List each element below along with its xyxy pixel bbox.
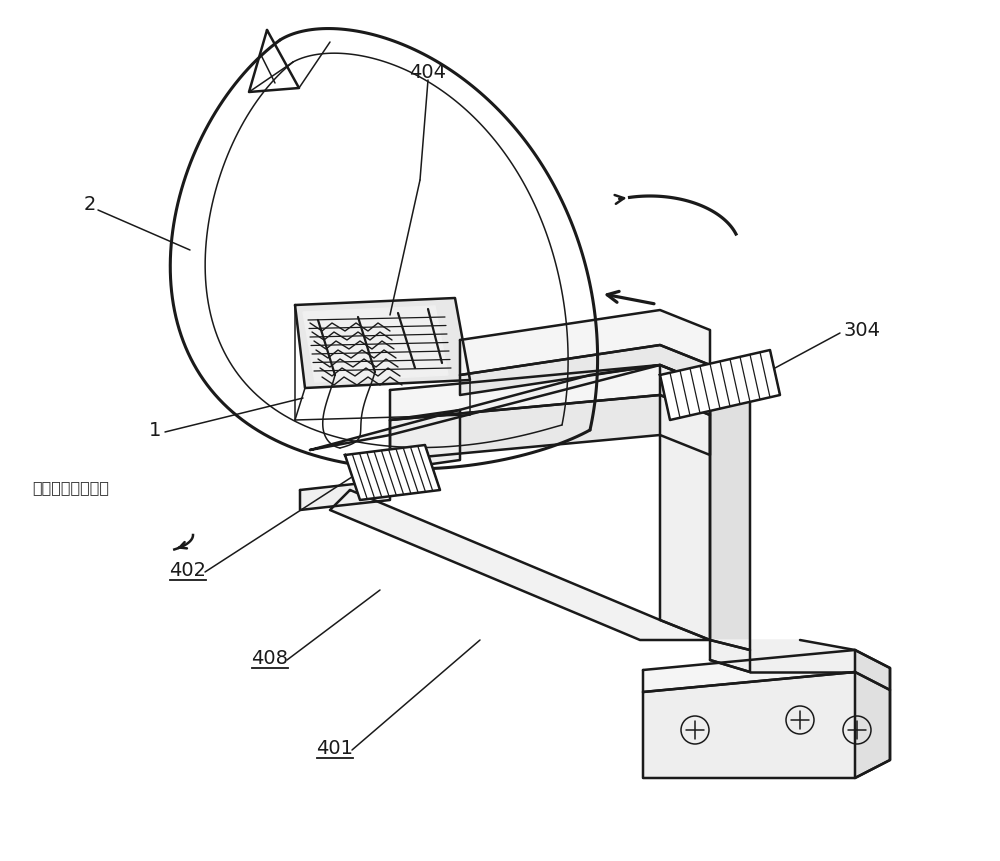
Polygon shape [345,445,440,500]
Polygon shape [710,640,750,672]
Polygon shape [300,480,390,510]
Polygon shape [303,306,448,382]
Polygon shape [710,640,855,672]
Polygon shape [390,395,710,460]
Text: 402: 402 [170,561,207,579]
Polygon shape [660,350,780,420]
Polygon shape [390,410,460,470]
Polygon shape [660,365,710,640]
Text: 304: 304 [844,320,881,339]
Polygon shape [249,30,299,92]
Text: 1: 1 [149,420,161,439]
Polygon shape [643,650,890,692]
Polygon shape [710,385,750,650]
Text: 404: 404 [410,63,446,82]
Text: 2: 2 [84,195,96,214]
Polygon shape [330,490,710,640]
Polygon shape [390,365,710,420]
Text: 401: 401 [316,739,354,758]
Polygon shape [460,310,710,375]
Polygon shape [295,298,470,388]
Text: 工具阴极振摇方向: 工具阴极振摇方向 [32,480,109,495]
Polygon shape [460,345,710,395]
Text: 408: 408 [252,648,288,667]
Polygon shape [310,365,660,450]
Polygon shape [643,672,890,778]
Polygon shape [855,650,890,778]
